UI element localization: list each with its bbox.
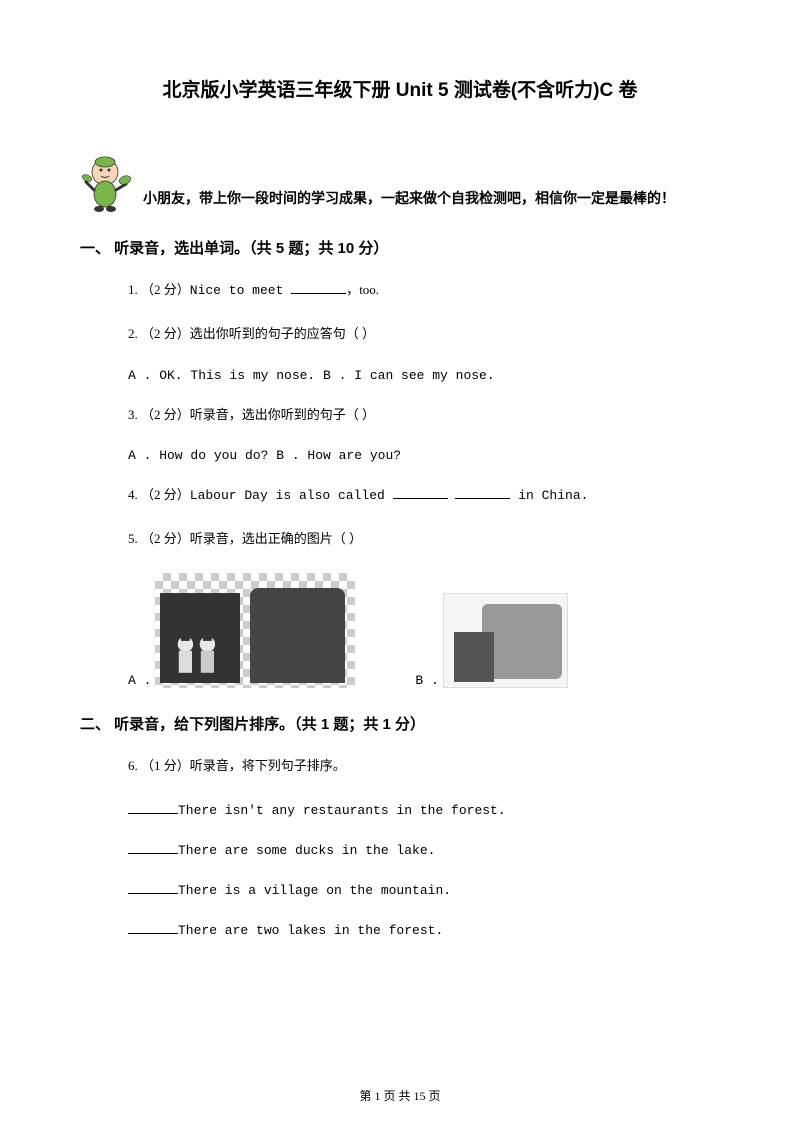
question-1: 1. （2 分）Nice to meet ，too. [128, 280, 720, 302]
question-2: 2. （2 分）选出你听到的句子的应答句（ ） [128, 324, 720, 346]
bus-boarding-image [443, 593, 568, 688]
q2-text: 选出你听到的句子的应答句（ ） [190, 326, 375, 341]
option-a-container: A . [128, 573, 355, 688]
section-2-header: 二、 听录音，给下列图片排序。（共 1 题；共 1 分） [80, 713, 720, 734]
q5-prefix: 5. （2 分） [128, 531, 190, 546]
question-2-options: A . OK. This is my nose. B . I can see m… [128, 368, 720, 383]
mascot-icon [80, 152, 135, 212]
sort-line-4: There are two lakes in the forest. [128, 920, 720, 938]
option-a-label: A . [128, 673, 151, 688]
intro-text: 小朋友，带上你一段时间的学习成果，一起来做个自我检测吧，相信你一定是最棒的！ [143, 188, 675, 212]
q4-prefix: 4. （2 分） [128, 487, 190, 502]
page-title: 北京版小学英语三年级下册 Unit 5 测试卷(不含听力)C 卷 [80, 75, 720, 102]
option-b-label: B . [415, 673, 438, 688]
sort-line-1: There isn't any restaurants in the fores… [128, 800, 720, 818]
question-3-options: A . How do you do? B . How are you? [128, 448, 720, 463]
q1-text-before: Nice to meet [190, 283, 291, 298]
sort-line-3: There is a village on the mountain. [128, 880, 720, 898]
blank [393, 485, 448, 499]
blank [128, 840, 178, 854]
question-6: 6. （1 分）听录音，将下列句子排序。 [128, 756, 720, 778]
q1-text-after: ，too. [346, 282, 379, 297]
blank [128, 800, 178, 814]
sort-line-2: There are some ducks in the lake. [128, 840, 720, 858]
q3-prefix: 3. （2 分） [128, 407, 190, 422]
q4-text-after: in China. [510, 488, 588, 503]
q2-prefix: 2. （2 分） [128, 326, 190, 341]
intro-row: 小朋友，带上你一段时间的学习成果，一起来做个自我检测吧，相信你一定是最棒的！ [80, 152, 720, 212]
q1-prefix: 1. （2 分） [128, 282, 190, 297]
blank [128, 920, 178, 934]
line-3-text: There is a village on the mountain. [178, 883, 451, 898]
question-4: 4. （2 分）Labour Day is also called in Chi… [128, 485, 720, 507]
option-b-container: B . [415, 593, 567, 688]
page-footer: 第 1 页 共 15 页 [0, 1087, 800, 1104]
question-5: 5. （2 分）听录音，选出正确的图片（ ） [128, 529, 720, 551]
line-2-text: There are some ducks in the lake. [178, 843, 435, 858]
bus-stop-image [155, 573, 355, 688]
q6-text: 听录音，将下列句子排序。 [190, 758, 346, 773]
q4-text-before: Labour Day is also called [190, 488, 393, 503]
blank [455, 485, 510, 499]
line-4-text: There are two lakes in the forest. [178, 923, 443, 938]
line-1-text: There isn't any restaurants in the fores… [178, 803, 506, 818]
q5-text: 听录音，选出正确的图片（ ） [190, 531, 362, 546]
blank [291, 280, 346, 294]
blank [128, 880, 178, 894]
question-3: 3. （2 分）听录音，选出你听到的句子（ ） [128, 405, 720, 427]
q6-prefix: 6. （1 分） [128, 758, 190, 773]
q3-text: 听录音，选出你听到的句子（ ） [190, 407, 375, 422]
section-1-header: 一、 听录音，选出单词。（共 5 题；共 10 分） [80, 237, 720, 258]
question-5-image-options: A . B . [128, 573, 720, 688]
